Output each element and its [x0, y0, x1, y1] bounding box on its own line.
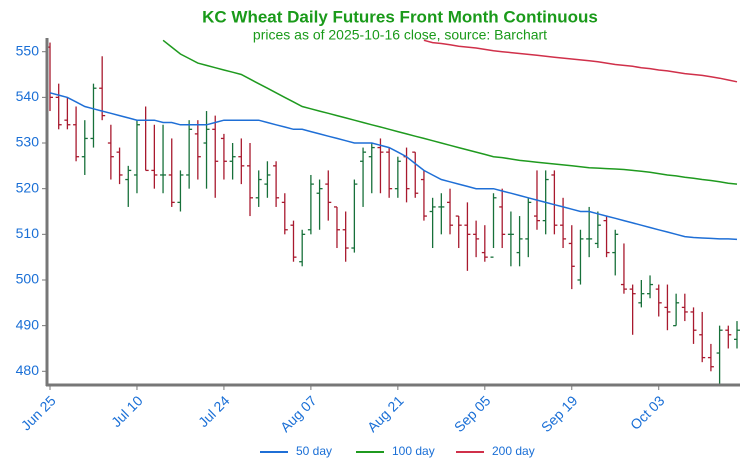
y-tick-label: 500 — [16, 271, 40, 287]
x-tick-label: Aug 07 — [277, 392, 320, 435]
y-tick-label: 510 — [16, 225, 40, 241]
legend-label: 200 day — [492, 444, 535, 458]
legend-label: 50 day — [296, 444, 332, 458]
x-tick-label: Sep 05 — [451, 392, 494, 435]
y-tick-label: 480 — [16, 362, 40, 378]
chart-subtitle: prices as of 2025-10-16 close, source: B… — [253, 27, 547, 43]
y-tick-label: 540 — [16, 88, 40, 104]
y-tick-label: 490 — [16, 316, 40, 332]
y-tick-label: 550 — [16, 42, 40, 58]
x-tick-label: Jul 10 — [108, 392, 146, 430]
y-tick-label: 520 — [16, 179, 40, 195]
x-tick-label: Oct 03 — [627, 392, 668, 433]
plot-area — [47, 39, 740, 385]
x-tick-label: Aug 21 — [364, 392, 407, 435]
legend-label: 100 day — [392, 444, 435, 458]
x-tick-label: Jul 24 — [195, 392, 233, 430]
x-tick-label: Sep 19 — [538, 392, 581, 435]
moving-average-line — [423, 39, 738, 83]
x-tick-label: Jun 25 — [18, 392, 59, 433]
chart-title: KC Wheat Daily Futures Front Month Conti… — [202, 7, 598, 26]
y-tick-label: 530 — [16, 134, 40, 150]
moving-average-line — [49, 92, 738, 241]
moving-average-line — [162, 39, 738, 185]
